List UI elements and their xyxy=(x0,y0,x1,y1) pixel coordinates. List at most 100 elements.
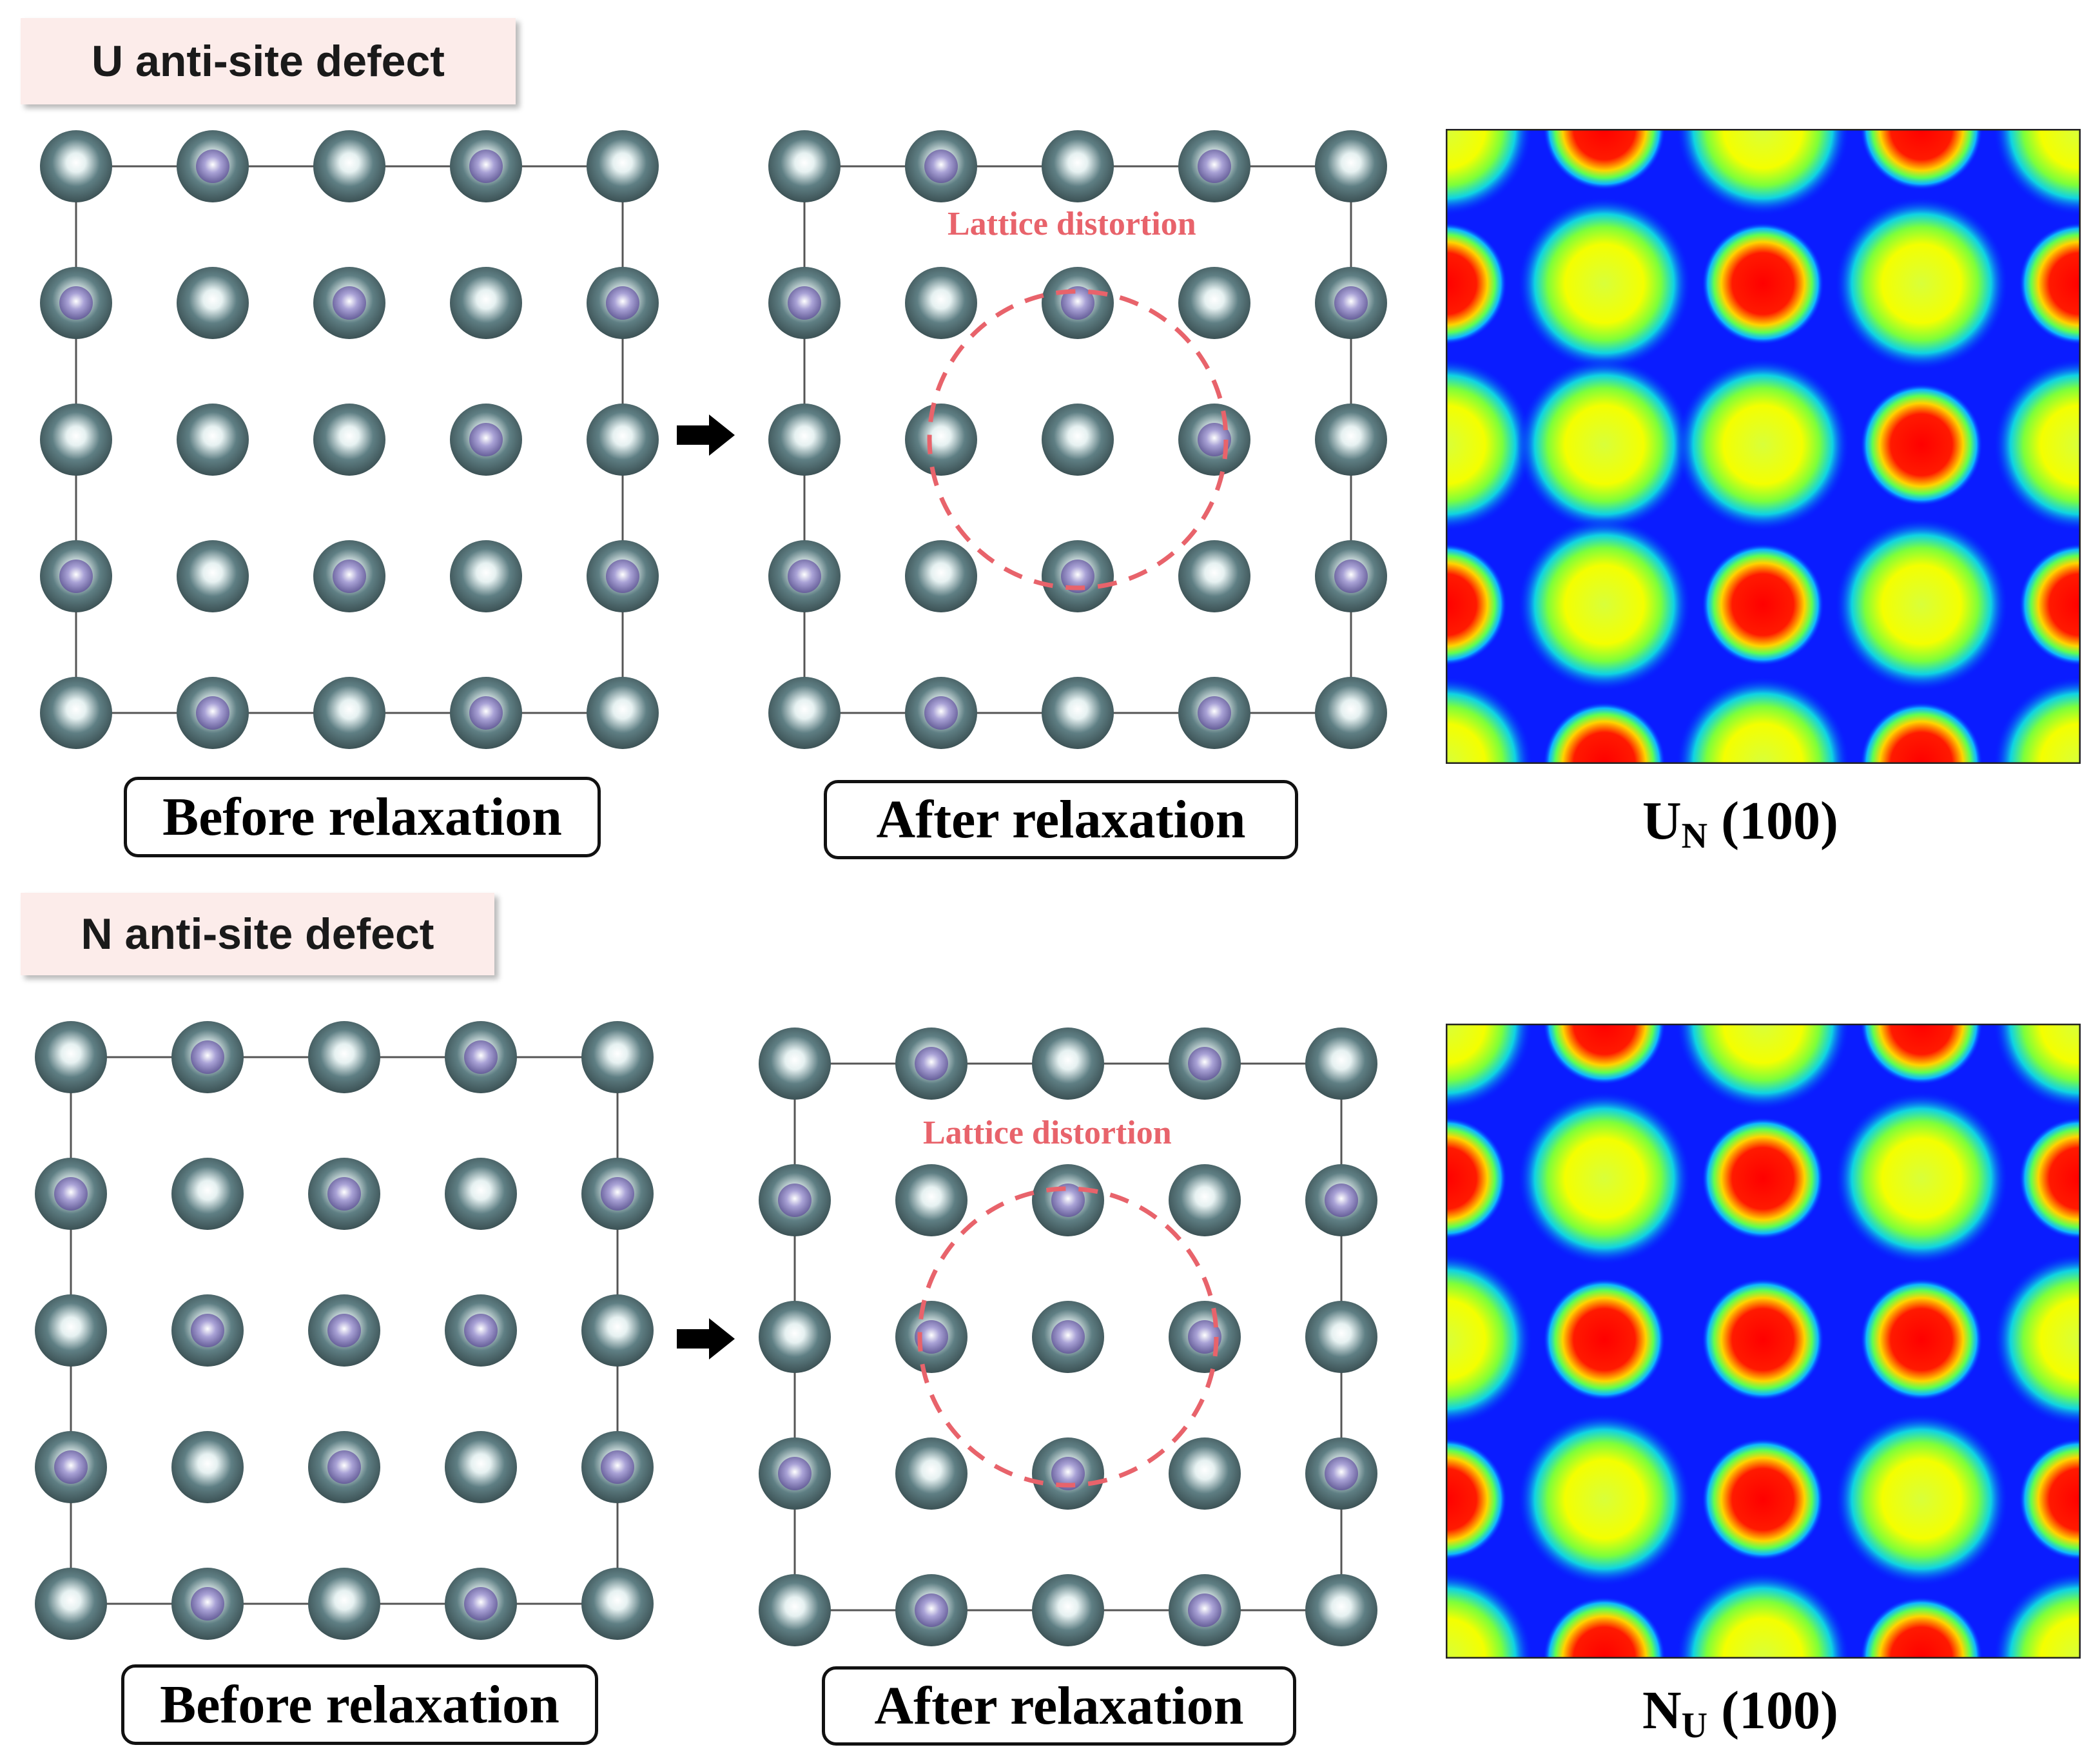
distortion-circle xyxy=(927,289,1229,590)
u-atom xyxy=(450,540,522,612)
lattice-before-u-antisite xyxy=(40,130,659,749)
u-atom xyxy=(445,1431,517,1503)
density-peak-n xyxy=(1543,1597,1666,1659)
u-atom xyxy=(1032,1574,1104,1646)
n-in-u-atom xyxy=(768,540,841,612)
u-atom xyxy=(40,404,112,476)
density-ring-u xyxy=(1676,1571,1850,1659)
n-in-u-atom xyxy=(1178,404,1250,476)
u-atom xyxy=(587,130,659,202)
n-in-u-atom xyxy=(1315,540,1387,612)
density-peak-n xyxy=(1543,702,1666,764)
n-in-u-atom xyxy=(171,1021,244,1093)
u-atom xyxy=(1178,540,1250,612)
u-atom xyxy=(1042,404,1114,476)
density-ring-u xyxy=(1993,358,2081,532)
u-atom xyxy=(35,1021,107,1093)
u-atom xyxy=(40,677,112,749)
n-in-u-atom xyxy=(40,540,112,612)
density-ring-u xyxy=(1517,1091,1691,1265)
density-ring-u xyxy=(1993,676,2081,764)
u-atom xyxy=(308,1568,380,1640)
n-in-u-atom xyxy=(895,1574,967,1646)
u-atom xyxy=(177,540,249,612)
lattice-after-u-antisite xyxy=(768,130,1387,749)
map-caption-plane: (100) xyxy=(1721,1680,1839,1740)
lattice-distortion-label: Lattice distortion xyxy=(923,1115,1172,1151)
n-in-u-atom xyxy=(759,1164,831,1236)
u-atom xyxy=(768,130,841,202)
n-in-u-atom xyxy=(40,267,112,339)
u-atom xyxy=(171,1431,244,1503)
n-in-u-atom xyxy=(177,677,249,749)
density-peak-n xyxy=(2019,1117,2081,1240)
n-in-u-atom xyxy=(450,404,522,476)
n-in-u-atom xyxy=(450,130,522,202)
u-atom xyxy=(35,1568,107,1640)
u-atom xyxy=(1315,677,1387,749)
n-in-u-atom xyxy=(1042,267,1114,339)
panel-title-n-antisite: N anti-site defect xyxy=(21,893,494,975)
density-ring-u xyxy=(1993,129,2081,216)
n-in-u-atom xyxy=(308,1158,380,1230)
density-ring-u xyxy=(1517,518,1691,692)
u-atom xyxy=(445,1158,517,1230)
u-atom xyxy=(1305,1574,1377,1646)
density-peak-n xyxy=(1860,1597,1983,1659)
n-in-u-atom xyxy=(895,1028,967,1100)
n-in-u-atom xyxy=(35,1158,107,1230)
map-caption-sub: N xyxy=(1681,816,1708,856)
n-in-u-atom xyxy=(308,1431,380,1503)
map-caption-main: U xyxy=(1642,791,1682,851)
n-in-u-atom xyxy=(587,540,659,612)
u-atom xyxy=(1178,267,1250,339)
u-atom xyxy=(905,404,977,476)
density-ring-u xyxy=(1446,1571,1533,1659)
n-in-u-atom xyxy=(171,1294,244,1367)
right-arrow-icon xyxy=(677,414,735,456)
n-in-u-atom xyxy=(445,1294,517,1367)
density-ring-u xyxy=(1517,358,1691,532)
u-atom xyxy=(768,404,841,476)
density-ring-u xyxy=(1676,358,1850,532)
density-peak-n xyxy=(1860,384,1983,506)
density-peak-n xyxy=(2019,543,2081,666)
n-in-u-atom xyxy=(1169,1574,1241,1646)
density-ring-u xyxy=(1446,129,1533,216)
n-in-u-atom xyxy=(587,267,659,339)
density-peak-n xyxy=(1446,222,1507,345)
u-atom xyxy=(35,1294,107,1367)
charge-density-map-un xyxy=(1446,129,2081,764)
n-in-u-atom xyxy=(171,1568,244,1640)
u-atom xyxy=(1169,1164,1241,1236)
density-ring-u xyxy=(1446,358,1533,532)
map-caption-main: N xyxy=(1642,1680,1682,1740)
before-relaxation-label: Before relaxation xyxy=(124,777,601,857)
u-atom xyxy=(759,1028,831,1100)
n-in-u-atom xyxy=(450,677,522,749)
u-atom xyxy=(1169,1437,1241,1510)
after-relaxation-label: After relaxation xyxy=(822,1666,1296,1746)
u-atom xyxy=(1315,130,1387,202)
before-relaxation-label: Before relaxation xyxy=(121,1664,598,1745)
lattice-after-n-antisite xyxy=(759,1028,1377,1646)
u-atom xyxy=(587,404,659,476)
distortion-circle xyxy=(917,1186,1219,1488)
u-atom xyxy=(895,1164,967,1236)
density-ring-u xyxy=(1676,129,1850,216)
density-peak-n xyxy=(1543,1024,1666,1085)
density-ring-u xyxy=(1446,1252,1533,1427)
n-in-u-atom xyxy=(1305,1164,1377,1236)
u-atom xyxy=(1042,677,1114,749)
n-in-u-atom xyxy=(1032,1301,1104,1373)
n-in-u-atom xyxy=(905,130,977,202)
u-atom xyxy=(1042,130,1114,202)
u-atom xyxy=(581,1294,654,1367)
n-in-u-atom xyxy=(759,1437,831,1510)
n-in-u-atom xyxy=(1178,130,1250,202)
u-atom xyxy=(177,267,249,339)
u-atom xyxy=(313,130,385,202)
density-peak-n xyxy=(1860,1024,1983,1085)
density-peak-n xyxy=(2019,222,2081,345)
right-arrow-icon xyxy=(677,1318,735,1359)
